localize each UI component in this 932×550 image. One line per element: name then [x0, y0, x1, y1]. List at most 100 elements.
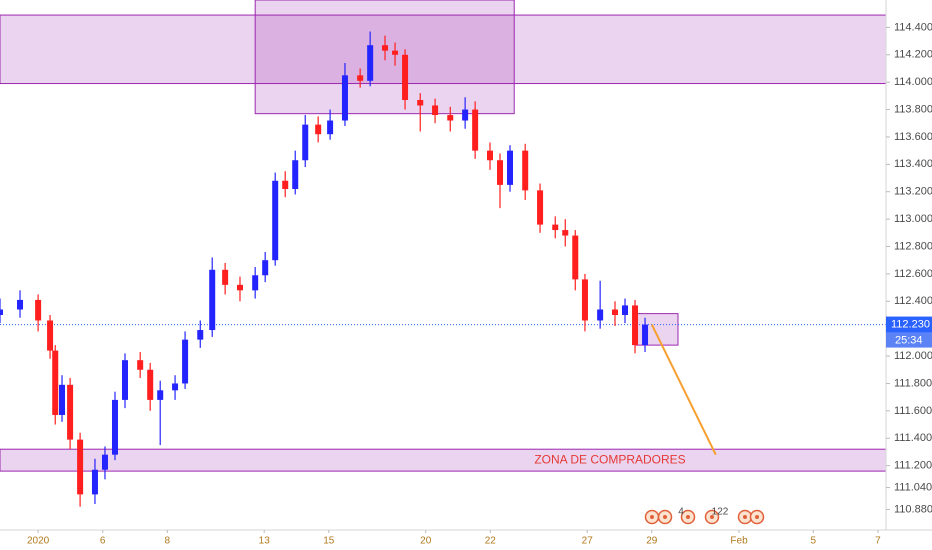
candle-body — [262, 260, 269, 276]
candle-body — [507, 150, 514, 185]
candle-body — [101, 454, 108, 470]
y-tick-label: 113.200 — [894, 186, 932, 198]
y-tick-label: 111.800 — [894, 377, 932, 389]
candle-body — [552, 224, 559, 231]
y-tick-label: 110.880 — [894, 503, 932, 515]
x-tick-label: 15 — [323, 536, 335, 547]
candle-body — [172, 383, 179, 391]
candle-body — [77, 439, 84, 495]
x-tick-label: 13 — [259, 536, 271, 547]
y-tick-label: 112.400 — [894, 295, 932, 307]
candle-body — [486, 150, 493, 161]
y-tick-label: 114.200 — [894, 49, 932, 61]
y-tick-label: 113.800 — [894, 103, 932, 115]
y-tick-label: 113.400 — [894, 158, 932, 170]
candle-body — [597, 309, 604, 321]
y-tick-label: 114.000 — [894, 76, 932, 88]
candle-body — [622, 305, 629, 315]
candle-body — [67, 384, 74, 440]
candle-body — [302, 124, 309, 161]
zone — [0, 14, 886, 85]
x-tick-label: Feb — [730, 536, 748, 547]
x-tick-label: 6 — [100, 536, 106, 547]
candle-body — [642, 324, 649, 346]
candle-body — [182, 339, 189, 384]
last-price-label: 112.230 — [891, 318, 930, 330]
plot-area — [0, 0, 886, 507]
y-tick-label: 111.200 — [894, 460, 932, 472]
x-tick-label: 20 — [420, 536, 432, 547]
candle-body — [209, 269, 216, 331]
candle-body — [282, 180, 289, 189]
candle-body — [111, 399, 118, 455]
x-tick-label: 7 — [875, 536, 881, 547]
y-tick-label: 113.600 — [894, 131, 932, 143]
candle-body — [402, 54, 409, 100]
candle-body — [0, 309, 3, 315]
candle-body — [341, 75, 348, 121]
candle-body — [357, 75, 364, 81]
candle-body — [47, 320, 54, 351]
candle-body — [447, 115, 454, 121]
event-count: 4 — [678, 507, 684, 518]
event-count: 122 — [712, 507, 729, 518]
x-tick-label: 29 — [646, 536, 658, 547]
candle-body — [147, 369, 154, 400]
event-icon-dot — [743, 515, 747, 519]
candle-body — [472, 109, 479, 151]
candle-body — [59, 384, 66, 415]
candle-body — [236, 284, 243, 291]
candle-body — [222, 269, 229, 285]
candle-body — [315, 124, 322, 135]
candle-body — [197, 330, 204, 340]
candle-body — [292, 160, 299, 189]
candle-body — [137, 360, 144, 370]
last-price-box — [886, 316, 932, 333]
y-tick-label: 112.800 — [894, 240, 932, 252]
y-tick-label: 112.000 — [894, 350, 932, 362]
y-tick-label: 111.400 — [894, 432, 932, 444]
x-tick-label: 22 — [485, 536, 497, 547]
candle-body — [572, 235, 579, 280]
candle-body — [327, 120, 334, 135]
candle-body — [122, 360, 129, 400]
event-icon-dot — [663, 515, 667, 519]
arrow-line — [650, 324, 717, 456]
event-icon-dot — [755, 515, 759, 519]
candle-body — [392, 50, 399, 55]
candle-body — [35, 299, 42, 321]
candle-body — [382, 45, 389, 51]
candle-body — [272, 180, 279, 261]
candle-body — [581, 279, 588, 321]
candle-body — [522, 150, 529, 191]
candle-body — [367, 45, 374, 81]
candle-body — [17, 299, 24, 310]
candle-body — [632, 305, 639, 346]
countdown-label: 25:34 — [895, 334, 923, 346]
candle-body — [91, 469, 98, 495]
x-tick-label: 5 — [811, 536, 817, 547]
x-tick-label: 8 — [165, 536, 171, 547]
candle-body — [611, 309, 618, 315]
candle-body — [462, 109, 469, 121]
candle-body — [252, 275, 259, 291]
x-tick-label: 27 — [582, 536, 594, 547]
zone-label: ZONA DE COMPRADORES — [534, 452, 685, 466]
candle-body — [157, 390, 164, 400]
y-tick-label: 112.600 — [894, 268, 932, 280]
y-tick-label: 111.040 — [894, 481, 932, 493]
candle-body — [562, 230, 569, 236]
zone — [634, 313, 679, 346]
candle-body — [497, 160, 504, 185]
candle-body — [537, 190, 544, 225]
countdown-box — [886, 332, 932, 348]
y-tick-label: 113.000 — [894, 213, 932, 225]
x-tick-label: 2020 — [27, 536, 50, 547]
candle-body — [52, 350, 59, 415]
y-tick-label: 111.600 — [894, 405, 932, 417]
zone — [0, 448, 886, 472]
event-icon-dot — [650, 515, 654, 519]
candle-body — [432, 105, 439, 116]
candle-body — [417, 99, 424, 106]
